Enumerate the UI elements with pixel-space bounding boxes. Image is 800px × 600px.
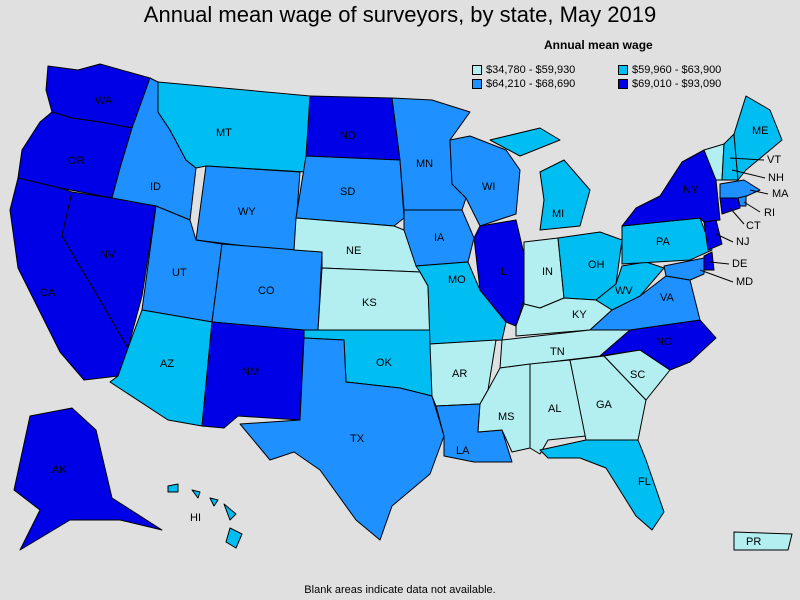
state-label-id: ID	[150, 181, 161, 193]
state-label-md: MD	[736, 276, 753, 288]
state-label-ak: AK	[52, 464, 67, 476]
legend-item-tier-2: $59,960 - $63,900	[618, 64, 721, 76]
state-nj[interactable]	[703, 219, 723, 251]
state-label-ar: AR	[452, 368, 467, 380]
state-me[interactable]	[733, 95, 783, 181]
legend-label: $69,010 - $93,090	[632, 78, 722, 90]
state-label-nd: ND	[340, 130, 356, 142]
state-de[interactable]	[703, 251, 715, 271]
state-wv[interactable]	[595, 261, 665, 311]
state-label-in: IN	[542, 266, 553, 278]
state-label-pa: PA	[656, 236, 671, 248]
footnote: Blank areas indicate data not available.	[304, 584, 496, 596]
state-label-il: IL	[498, 266, 507, 278]
state-hi[interactable]	[167, 483, 243, 549]
state-label-sc: SC	[630, 369, 645, 381]
state-label-ct: CT	[746, 220, 761, 232]
legend-item-tier-4: $69,010 - $93,090	[618, 78, 721, 90]
state-label-wa: WA	[95, 95, 113, 107]
state-label-la: LA	[456, 445, 470, 457]
state-label-de: DE	[732, 258, 747, 270]
state-label-al: AL	[548, 403, 561, 415]
state-label-wi: WI	[482, 181, 495, 193]
state-ct[interactable]	[719, 197, 741, 215]
state-label-vt: VT	[767, 154, 781, 166]
state-label-wv: WV	[615, 285, 633, 297]
legend-swatch	[618, 65, 628, 75]
state-mi[interactable]	[489, 127, 591, 231]
state-label-nv: NV	[100, 249, 116, 261]
legend-item-tier-3: $64,210 - $68,690	[472, 78, 575, 90]
state-ma[interactable]	[719, 179, 761, 201]
state-label-ne: NE	[346, 245, 361, 257]
state-label-ut: UT	[172, 267, 187, 279]
state-label-co: CO	[258, 285, 275, 297]
map-title: Annual mean wage of surveyors, by state,…	[143, 2, 657, 27]
legend-label: $64,210 - $68,690	[486, 78, 576, 90]
state-label-fl: FL	[638, 476, 651, 488]
leader-lines	[699, 157, 769, 283]
state-label-oh: OH	[588, 259, 605, 271]
state-label-az: AZ	[160, 358, 174, 370]
state-label-ok: OK	[376, 357, 393, 369]
state-label-nm: NM	[242, 366, 259, 378]
state-label-ma: MA	[772, 188, 789, 200]
state-label-ms: MS	[498, 411, 515, 423]
state-label-tn: TN	[550, 346, 565, 358]
state-label-ga: GA	[596, 399, 613, 411]
legend-item-tier-1: $34,780 - $59,930	[472, 64, 575, 76]
state-label-nh: NH	[768, 172, 784, 184]
state-label-ca: CA	[40, 287, 56, 299]
state-label-sd: SD	[340, 186, 355, 198]
state-label-nj: NJ	[736, 236, 749, 248]
state-label-mo: MO	[448, 274, 466, 286]
state-nd[interactable]	[305, 95, 401, 161]
state-ak[interactable]	[13, 407, 163, 551]
legend-title: Annual mean wage	[544, 38, 653, 52]
legend-swatch	[618, 79, 628, 89]
state-label-or: OR	[68, 155, 85, 167]
state-label-va: VA	[660, 292, 675, 304]
state-ny[interactable]	[621, 149, 721, 227]
state-label-ia: IA	[434, 232, 445, 244]
state-label-mt: MT	[216, 127, 232, 139]
legend-swatch	[472, 79, 482, 89]
state-label-mn: MN	[416, 158, 433, 170]
state-label-ri: RI	[764, 207, 775, 219]
legend-label: $59,960 - $63,900	[632, 64, 722, 76]
state-label-nc: NC	[656, 336, 672, 348]
state-tx[interactable]	[239, 337, 445, 541]
state-label-ky: KY	[572, 309, 587, 321]
legend-swatch	[472, 65, 482, 75]
state-sd[interactable]	[295, 155, 405, 227]
state-label-hi: HI	[190, 512, 201, 524]
state-label-ks: KS	[362, 297, 377, 309]
state-label-pr: PR	[746, 536, 761, 548]
state-pr[interactable]	[733, 531, 793, 551]
state-ga[interactable]	[569, 355, 647, 441]
state-label-me: ME	[752, 125, 769, 137]
state-label-tx: TX	[350, 433, 365, 445]
legend-label: $34,780 - $59,930	[486, 64, 576, 76]
state-label-wy: WY	[238, 206, 256, 218]
state-label-mi: MI	[552, 208, 564, 220]
state-wi[interactable]	[449, 135, 521, 227]
state-md[interactable]	[663, 257, 705, 281]
state-fl[interactable]	[539, 439, 665, 531]
state-label-ny: NY	[683, 184, 699, 196]
